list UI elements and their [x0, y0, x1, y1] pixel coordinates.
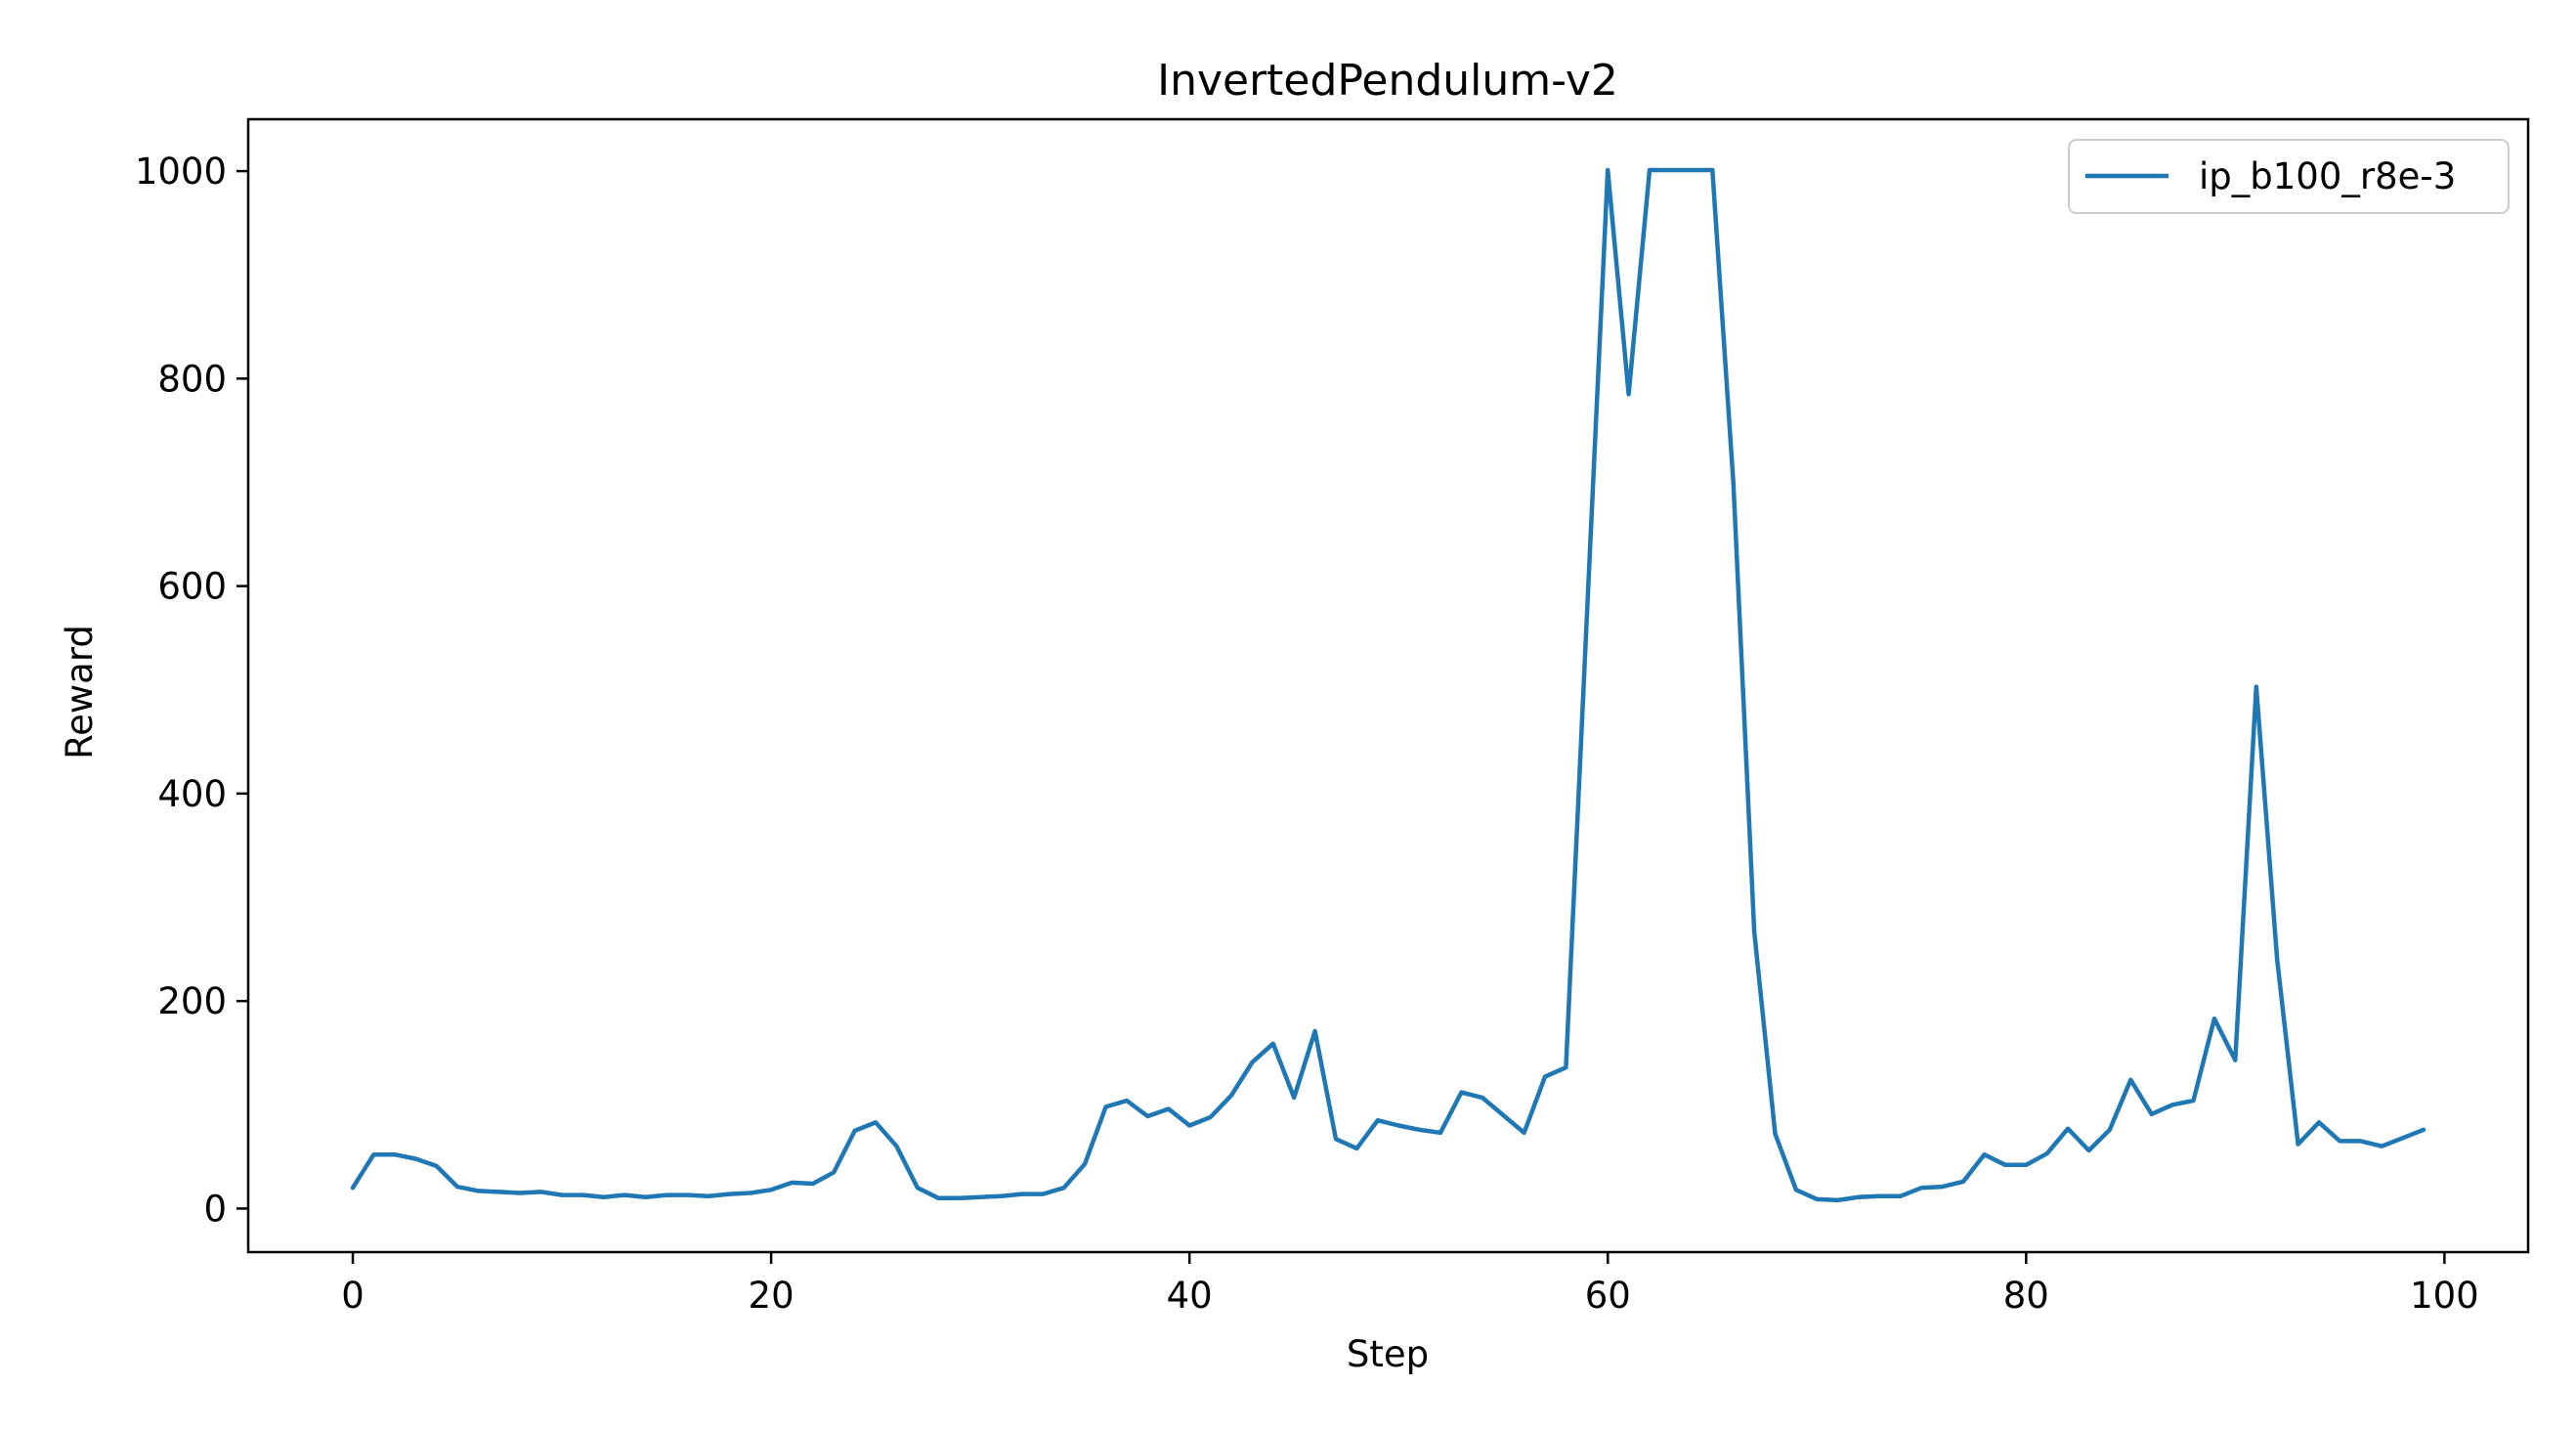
- x-tick-label: 100: [2410, 1275, 2479, 1317]
- x-tick-label: 80: [2003, 1275, 2049, 1317]
- x-axis-label: Step: [1347, 1333, 1429, 1375]
- x-tick-label: 60: [1585, 1275, 1631, 1317]
- plot-frame: [246, 117, 2530, 1254]
- x-tick-label: 20: [749, 1275, 794, 1317]
- legend-box: [2068, 139, 2510, 214]
- series-line: [350, 167, 2426, 1203]
- y-tick-label: 0: [203, 1188, 227, 1230]
- chart-title: InvertedPendulum-v2: [1157, 56, 1618, 106]
- y-tick-label: 800: [157, 358, 227, 400]
- x-tick-label: 0: [341, 1275, 365, 1317]
- y-tick-label: 200: [157, 980, 227, 1022]
- y-axis-label: Reward: [59, 625, 101, 759]
- legend-label: ip_b100_r8e-3: [2199, 155, 2456, 197]
- x-tick-label: 40: [1167, 1275, 1213, 1317]
- y-tick-label: 400: [157, 773, 227, 815]
- legend: ip_b100_r8e-3: [2068, 139, 2510, 214]
- y-tick-label: 600: [157, 566, 227, 608]
- y-tick-label: 1000: [135, 151, 227, 193]
